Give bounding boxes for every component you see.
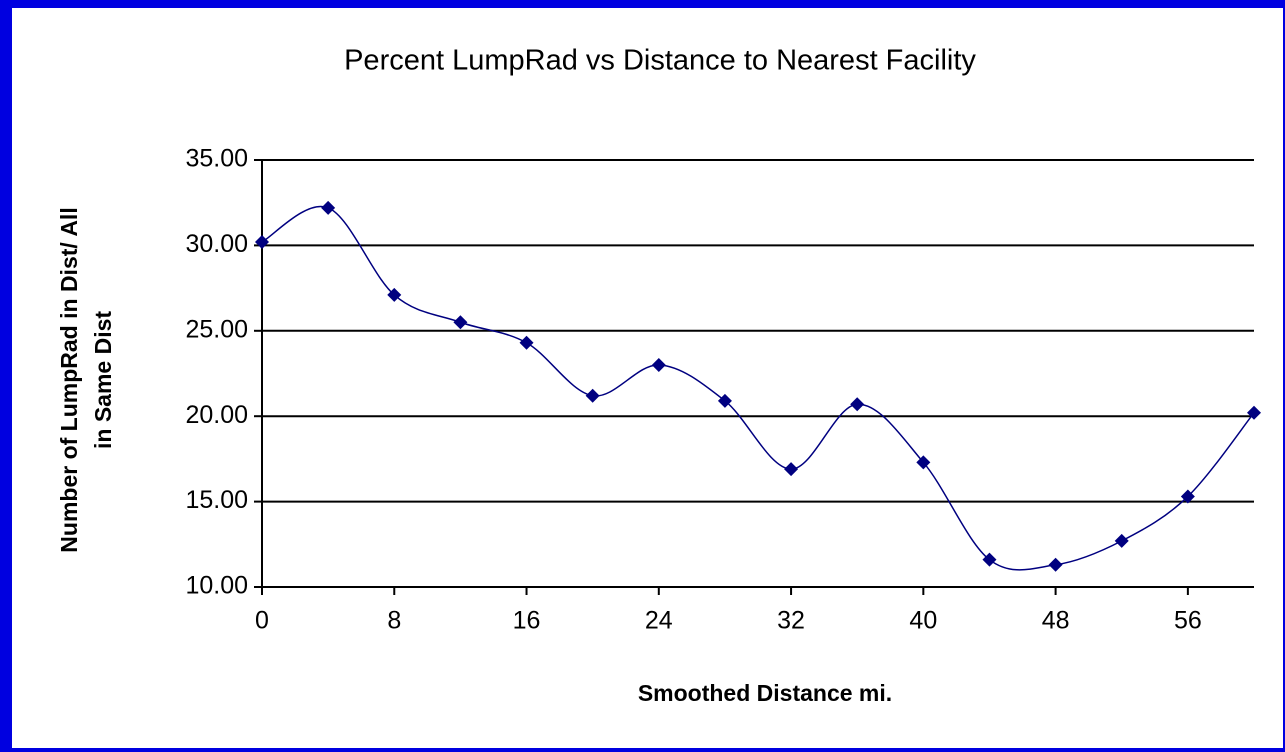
chart-background bbox=[12, 8, 1283, 748]
x-tick-label: 24 bbox=[645, 607, 673, 635]
x-tick-label: 32 bbox=[777, 607, 805, 635]
data-point bbox=[1247, 405, 1261, 420]
data-point bbox=[585, 388, 600, 403]
data-point bbox=[784, 462, 799, 477]
y-tick-label: 35.00 bbox=[185, 145, 248, 173]
x-tick-label: 40 bbox=[909, 607, 937, 635]
data-point bbox=[1114, 533, 1129, 548]
data-point bbox=[982, 552, 997, 567]
x-tick-label: 0 bbox=[255, 607, 269, 635]
data-point bbox=[916, 455, 931, 470]
data-point bbox=[387, 287, 402, 302]
y-axis-label: Number of LumpRad in Dist/ All in Same D… bbox=[56, 207, 116, 552]
y-tick-label: 10.00 bbox=[185, 572, 248, 600]
data-point bbox=[519, 335, 534, 350]
x-tick-label: 56 bbox=[1174, 607, 1202, 635]
y-axis-label-line: in Same Dist bbox=[90, 311, 116, 449]
data-point bbox=[321, 200, 336, 215]
chart-title: Percent LumpRad vs Distance to Nearest F… bbox=[344, 45, 976, 77]
data-point bbox=[453, 315, 468, 330]
data-point bbox=[1048, 557, 1063, 572]
y-axis-label-line: Number of LumpRad in Dist/ All bbox=[56, 207, 82, 552]
data-point bbox=[850, 397, 865, 412]
data-line bbox=[261, 205, 1255, 571]
x-tick-label: 48 bbox=[1042, 607, 1070, 635]
x-axis-label: Smoothed Distance mi. bbox=[638, 680, 892, 706]
data-point bbox=[1180, 489, 1195, 504]
x-tick-label: 8 bbox=[387, 607, 401, 635]
data-point bbox=[255, 234, 269, 249]
y-tick-label: 15.00 bbox=[185, 486, 248, 514]
y-tick-label: 20.00 bbox=[185, 401, 248, 429]
data-point bbox=[717, 393, 732, 408]
y-tick-label: 25.00 bbox=[185, 315, 248, 343]
x-tick-label: 16 bbox=[513, 607, 541, 635]
y-tick-label: 30.00 bbox=[185, 230, 248, 258]
data-point bbox=[651, 357, 666, 372]
